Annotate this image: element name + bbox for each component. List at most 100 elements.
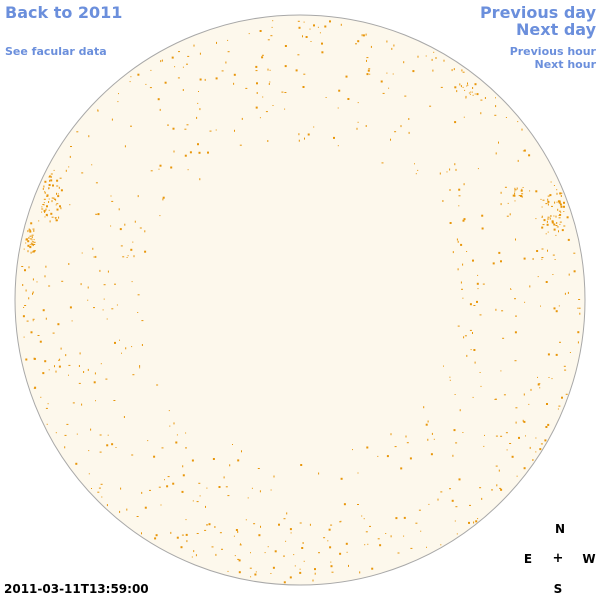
facula-mark xyxy=(579,312,581,315)
facula-mark xyxy=(284,108,286,110)
facula-mark xyxy=(299,522,302,524)
facula-mark xyxy=(103,298,105,300)
facula-mark xyxy=(255,106,258,109)
facula-mark xyxy=(560,205,563,208)
facula-mark xyxy=(400,125,402,128)
facula-mark xyxy=(556,189,558,191)
facula-mark xyxy=(274,550,277,553)
facula-mark xyxy=(129,81,131,83)
facula-mark xyxy=(460,281,462,284)
facula-mark xyxy=(42,187,44,190)
facula-mark xyxy=(496,484,498,487)
facula-mark xyxy=(546,403,548,405)
facula-mark xyxy=(199,178,201,181)
next-day-link[interactable]: Next day xyxy=(516,20,596,39)
facula-mark xyxy=(182,89,184,91)
facula-mark xyxy=(506,449,508,451)
facula-mark xyxy=(159,215,161,217)
facula-mark xyxy=(559,213,562,216)
facula-mark xyxy=(517,121,519,123)
facula-mark xyxy=(193,44,195,47)
facula-mark xyxy=(427,420,429,423)
facula-mark xyxy=(537,383,540,386)
facula-mark xyxy=(559,200,561,202)
facula-mark xyxy=(116,304,118,306)
facula-mark xyxy=(455,506,458,508)
facula-mark xyxy=(41,208,44,210)
facula-mark xyxy=(529,446,531,449)
facula-mark xyxy=(198,151,201,154)
facula-mark xyxy=(234,129,235,132)
facula-mark xyxy=(137,294,140,296)
facula-mark xyxy=(33,241,36,243)
facula-mark xyxy=(76,131,79,133)
facula-mark xyxy=(514,298,516,300)
facula-mark xyxy=(578,299,581,300)
facula-mark xyxy=(460,243,463,246)
facula-mark xyxy=(454,86,457,89)
facula-mark xyxy=(329,546,332,549)
facula-mark xyxy=(88,135,90,138)
facula-mark xyxy=(442,200,444,202)
facula-mark xyxy=(50,175,52,178)
facula-mark xyxy=(48,209,50,211)
facula-mark xyxy=(469,504,471,506)
facula-mark xyxy=(239,144,242,146)
facula-mark xyxy=(235,529,238,531)
facula-mark xyxy=(346,551,348,553)
previous-day-link[interactable]: Previous day xyxy=(479,3,596,22)
facula-mark xyxy=(473,349,476,351)
facula-mark xyxy=(454,520,456,522)
facula-mark xyxy=(238,559,241,562)
facula-mark xyxy=(114,341,116,344)
facula-mark xyxy=(302,542,304,544)
facula-mark xyxy=(51,200,53,203)
next-hour-link[interactable]: Next hour xyxy=(534,58,597,71)
facula-mark xyxy=(470,349,472,351)
facula-mark xyxy=(31,236,33,239)
facula-mark xyxy=(139,367,141,369)
facula-mark xyxy=(297,54,300,56)
back-to-year-link[interactable]: Back to 2011 xyxy=(5,3,123,22)
facula-mark xyxy=(81,172,84,174)
facula-mark xyxy=(528,403,530,405)
facula-mark xyxy=(164,479,165,481)
facula-mark xyxy=(126,257,128,258)
facula-mark xyxy=(100,483,103,485)
facula-mark xyxy=(522,187,524,188)
facula-mark xyxy=(49,179,51,182)
facula-mark xyxy=(559,192,562,195)
facula-mark xyxy=(47,403,49,405)
facula-mark xyxy=(234,555,236,557)
facula-mark xyxy=(216,41,217,44)
facula-mark xyxy=(535,190,538,193)
facula-mark xyxy=(33,357,36,360)
facula-mark xyxy=(28,266,30,269)
facula-mark xyxy=(541,258,543,260)
facula-mark xyxy=(472,94,474,96)
facula-mark xyxy=(481,227,484,230)
facula-mark xyxy=(88,450,90,452)
facula-mark xyxy=(577,341,579,344)
facula-mark xyxy=(68,166,70,168)
facula-mark xyxy=(56,185,59,187)
facula-mark xyxy=(136,516,139,517)
facula-mark xyxy=(352,449,353,451)
facula-mark xyxy=(345,542,348,545)
facula-mark xyxy=(162,198,164,201)
facula-mark xyxy=(32,292,33,295)
facula-mark xyxy=(369,73,371,75)
facula-mark xyxy=(162,196,165,199)
facula-mark xyxy=(463,183,465,186)
facula-mark xyxy=(425,55,427,57)
facula-mark xyxy=(28,236,30,239)
facula-mark xyxy=(309,28,311,30)
facula-mark xyxy=(269,81,271,83)
facula-mark xyxy=(76,433,78,435)
facula-mark xyxy=(27,240,30,243)
facula-mark xyxy=(251,487,253,489)
facula-mark xyxy=(250,576,252,578)
see-facular-data-link[interactable]: See facular data xyxy=(5,45,107,58)
facula-mark xyxy=(557,208,559,211)
previous-hour-link[interactable]: Previous hour xyxy=(509,45,596,58)
